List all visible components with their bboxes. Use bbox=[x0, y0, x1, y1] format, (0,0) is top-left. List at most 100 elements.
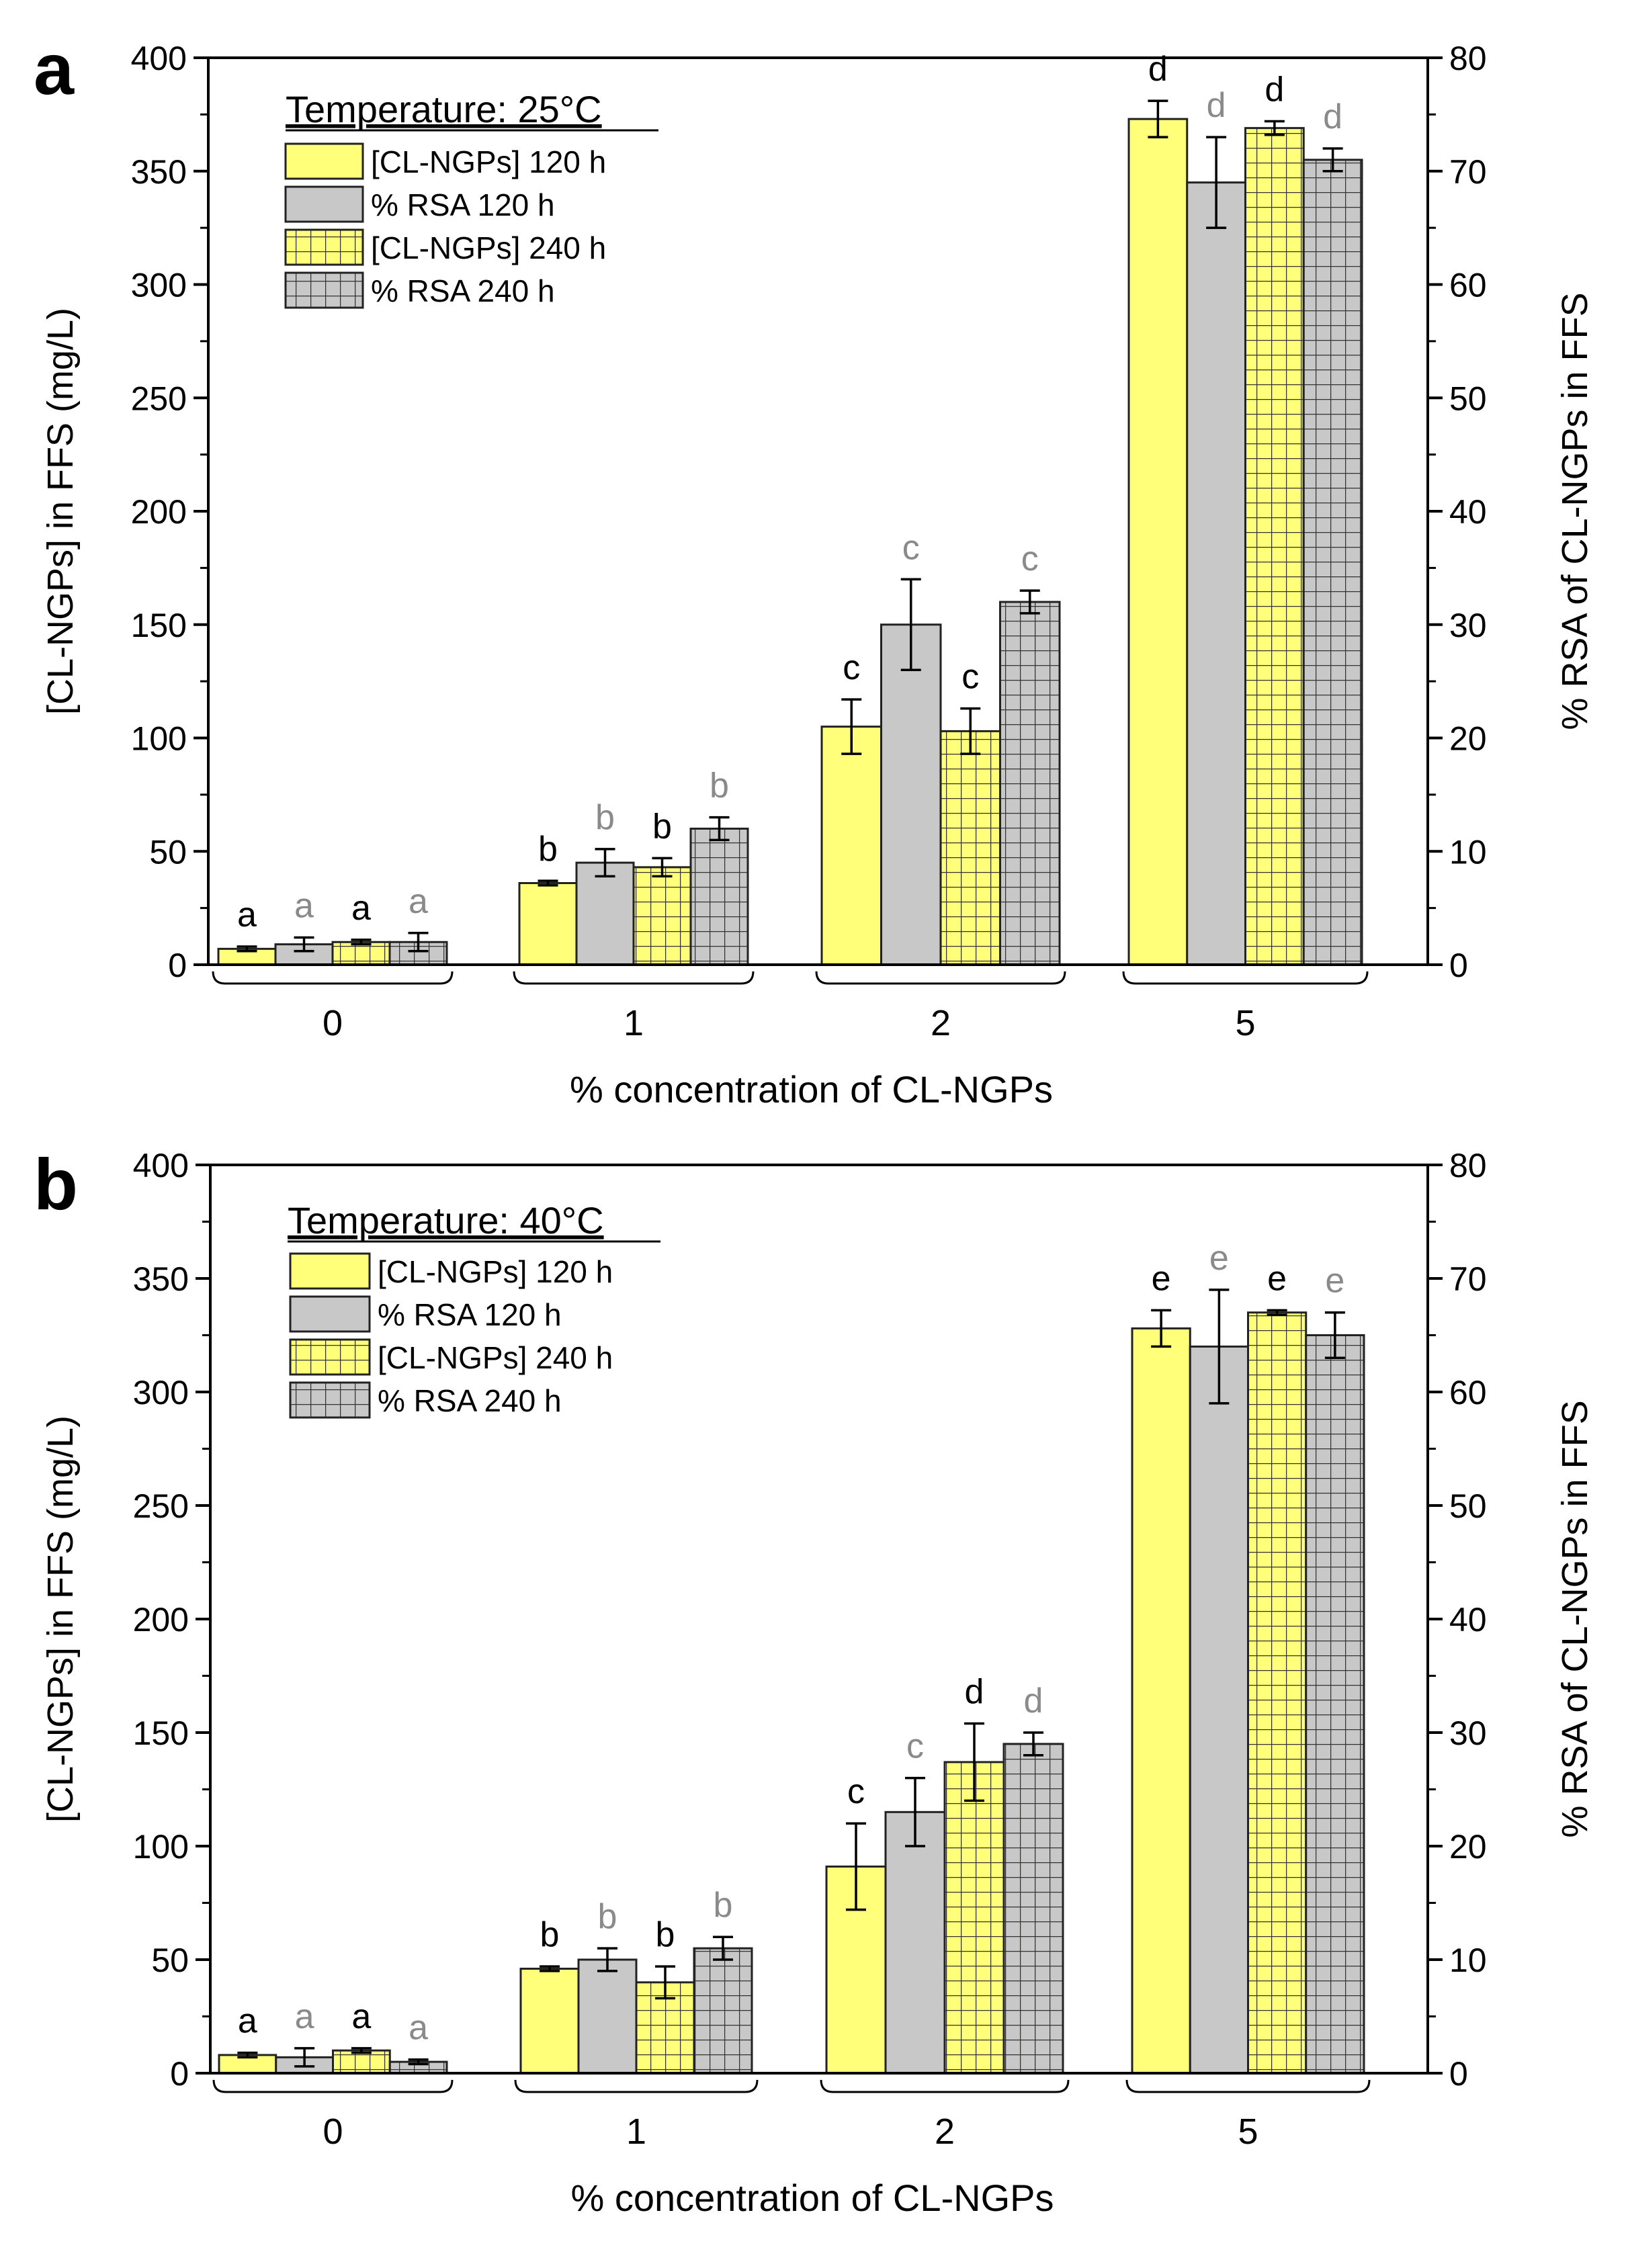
error-bar bbox=[1151, 1309, 1172, 1348]
significance-letter: e bbox=[1209, 1239, 1229, 1278]
error-bar bbox=[408, 932, 429, 953]
bar bbox=[820, 726, 882, 966]
legend-entry: % RSA 240 h bbox=[378, 1383, 562, 1418]
y2-tick-label: 50 bbox=[1449, 1487, 1487, 1525]
significance-letter: d bbox=[1207, 86, 1226, 125]
bar bbox=[518, 882, 578, 966]
bar bbox=[880, 623, 942, 966]
bar bbox=[1186, 181, 1246, 966]
significance-letter: d bbox=[1148, 50, 1168, 89]
legend-entry: [CL-NGPs] 120 h bbox=[371, 144, 606, 179]
y-tick-label: 200 bbox=[131, 493, 187, 531]
bar bbox=[519, 1968, 580, 2075]
significance-letter: b bbox=[540, 1915, 560, 1954]
category-bracket bbox=[212, 2079, 454, 2093]
legend-swatch bbox=[289, 1338, 371, 1376]
y-tick-label: 50 bbox=[151, 1942, 189, 1979]
bar bbox=[1127, 118, 1189, 966]
significance-letter: c bbox=[902, 528, 920, 567]
x-tick-label: 2 bbox=[931, 1003, 951, 1043]
y2-tick-label: 80 bbox=[1449, 40, 1487, 77]
y2-tick-label: 30 bbox=[1449, 1714, 1487, 1752]
y-tick-label: 300 bbox=[133, 1374, 189, 1411]
error-bar bbox=[237, 2051, 258, 2059]
significance-letter: b bbox=[714, 1886, 733, 1925]
error-bar bbox=[1322, 147, 1343, 173]
error-bar bbox=[597, 1947, 617, 1972]
error-bar bbox=[595, 848, 615, 878]
y-axis-label: [CL-NGPs] in FFS (mg/L) bbox=[40, 1415, 81, 1823]
error-bar bbox=[408, 2058, 429, 2066]
y-tick-label: 400 bbox=[133, 1147, 189, 1184]
significance-letter: a bbox=[409, 2009, 428, 2048]
category-bracket bbox=[514, 2079, 759, 2093]
y2-tick-label: 10 bbox=[1449, 1942, 1487, 1979]
bar bbox=[689, 828, 749, 966]
significance-letter: a bbox=[295, 1997, 314, 2036]
error-bar bbox=[1324, 1311, 1345, 1360]
significance-letter: e bbox=[1267, 1259, 1287, 1298]
legend: Temperature: 40°C [CL-NGPs] 120 h % RSA 12… bbox=[288, 1199, 660, 1419]
x-tick-label: 1 bbox=[624, 1003, 644, 1043]
error-bar bbox=[846, 1822, 866, 1911]
bar bbox=[1189, 1345, 1249, 2075]
bar bbox=[575, 861, 635, 966]
x-tick-label: 2 bbox=[935, 2111, 955, 2152]
y-tick-label: 100 bbox=[131, 720, 187, 758]
category-bracket bbox=[815, 971, 1066, 985]
significance-letter: a bbox=[351, 1997, 371, 2036]
significance-letter: a bbox=[294, 887, 314, 926]
y2-tick-label: 80 bbox=[1449, 1147, 1487, 1184]
category-bracket bbox=[820, 2079, 1070, 2093]
significance-letter: c bbox=[843, 648, 860, 687]
category-bracket bbox=[1125, 2079, 1371, 2093]
significance-letter: d bbox=[965, 1672, 984, 1711]
error-bar bbox=[351, 939, 372, 946]
significance-letter: c bbox=[961, 658, 979, 697]
bar bbox=[1002, 1743, 1064, 2075]
error-bar bbox=[1023, 1731, 1043, 1757]
error-bar bbox=[1267, 1309, 1287, 1316]
error-bar bbox=[1264, 120, 1285, 136]
y-tick-label: 100 bbox=[133, 1828, 189, 1866]
error-bar bbox=[294, 936, 314, 953]
error-bar bbox=[900, 578, 921, 671]
significance-letter: e bbox=[1152, 1259, 1171, 1298]
y-tick-label: 300 bbox=[131, 267, 187, 304]
y-axis-label: [CL-NGPs] in FFS (mg/L) bbox=[40, 308, 81, 715]
bar bbox=[943, 1761, 1005, 2075]
legend: Temperature: 25°C [CL-NGPs] 120 h % RSA 12… bbox=[284, 88, 658, 309]
y2-tick-label: 60 bbox=[1449, 1374, 1487, 1411]
bar bbox=[693, 1947, 753, 2075]
error-bar bbox=[540, 1965, 560, 1972]
y2-tick-label: 70 bbox=[1449, 1260, 1487, 1298]
y2-tick-label: 10 bbox=[1449, 833, 1487, 871]
error-bar bbox=[652, 857, 673, 878]
x-tick-label: 5 bbox=[1235, 1003, 1255, 1043]
error-bar bbox=[1209, 1289, 1230, 1405]
legend-swatch bbox=[284, 271, 364, 309]
category-bracket bbox=[513, 971, 755, 985]
y2-tick-label: 0 bbox=[1449, 947, 1468, 984]
significance-letter: a bbox=[238, 2002, 257, 2041]
significance-letter: c bbox=[847, 1772, 865, 1811]
y2-tick-label: 20 bbox=[1449, 1828, 1487, 1866]
y-tick-label: 0 bbox=[170, 2055, 189, 2093]
y-tick-label: 150 bbox=[131, 607, 187, 644]
y-tick-label: 0 bbox=[168, 947, 187, 984]
bar bbox=[884, 1811, 946, 2075]
bar bbox=[1305, 1334, 1365, 2075]
y-tick-label: 400 bbox=[131, 40, 187, 77]
y-tick-label: 150 bbox=[133, 1714, 189, 1752]
legend-swatch bbox=[284, 228, 364, 266]
legend-swatch bbox=[284, 142, 364, 180]
error-bar bbox=[237, 945, 257, 953]
legend-entry: % RSA 120 h bbox=[371, 187, 555, 222]
y2-tick-label: 30 bbox=[1449, 607, 1487, 644]
y2-tick-label: 70 bbox=[1449, 153, 1487, 191]
y2-tick-label: 0 bbox=[1449, 2055, 1468, 2093]
y-tick-label: 200 bbox=[133, 1601, 189, 1639]
significance-letter: c bbox=[1021, 539, 1039, 578]
